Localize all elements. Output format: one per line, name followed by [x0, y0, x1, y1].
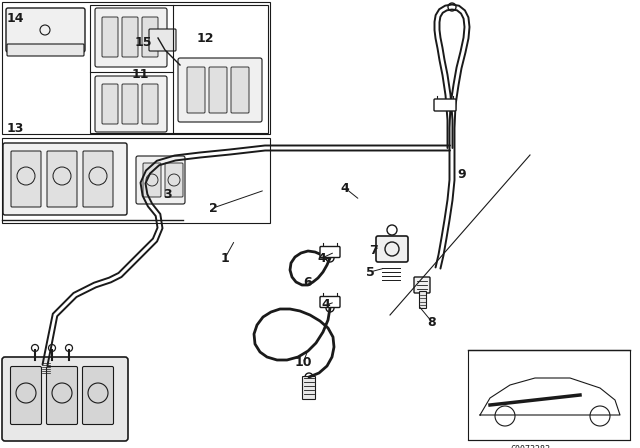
FancyBboxPatch shape	[231, 67, 249, 113]
FancyBboxPatch shape	[414, 277, 430, 293]
FancyBboxPatch shape	[320, 246, 340, 258]
Text: 10: 10	[294, 357, 312, 370]
FancyBboxPatch shape	[136, 156, 185, 204]
FancyBboxPatch shape	[122, 84, 138, 124]
Text: 11: 11	[131, 69, 148, 82]
FancyBboxPatch shape	[142, 84, 158, 124]
FancyBboxPatch shape	[303, 376, 316, 400]
Text: 7: 7	[369, 244, 378, 257]
Text: 4: 4	[340, 181, 349, 194]
Text: 5: 5	[365, 266, 374, 279]
FancyBboxPatch shape	[149, 29, 176, 51]
FancyBboxPatch shape	[2, 357, 128, 441]
FancyBboxPatch shape	[178, 58, 262, 122]
Text: 9: 9	[458, 168, 467, 181]
Text: C0073283: C0073283	[510, 445, 550, 448]
FancyBboxPatch shape	[376, 236, 408, 262]
FancyBboxPatch shape	[320, 297, 340, 307]
FancyBboxPatch shape	[10, 366, 42, 425]
Bar	[2, 2, 270, 134]
Bar	[90, 5, 268, 133]
FancyBboxPatch shape	[95, 76, 167, 132]
FancyBboxPatch shape	[143, 163, 161, 197]
FancyBboxPatch shape	[83, 366, 113, 425]
FancyBboxPatch shape	[165, 163, 183, 197]
Text: 4: 4	[317, 251, 326, 264]
Text: 1: 1	[221, 251, 229, 264]
Bar	[2, 138, 270, 223]
Text: 3: 3	[164, 189, 172, 202]
FancyBboxPatch shape	[187, 67, 205, 113]
FancyBboxPatch shape	[47, 366, 77, 425]
FancyBboxPatch shape	[47, 151, 77, 207]
Text: 15: 15	[134, 35, 152, 48]
Text: 13: 13	[6, 121, 24, 134]
FancyBboxPatch shape	[102, 17, 118, 57]
FancyBboxPatch shape	[434, 99, 456, 111]
Text: 6: 6	[304, 276, 312, 289]
FancyBboxPatch shape	[209, 67, 227, 113]
FancyBboxPatch shape	[3, 143, 127, 215]
FancyBboxPatch shape	[419, 292, 426, 309]
FancyBboxPatch shape	[102, 84, 118, 124]
FancyBboxPatch shape	[142, 17, 158, 57]
Text: 8: 8	[428, 315, 436, 328]
Text: 14: 14	[6, 12, 24, 25]
FancyBboxPatch shape	[122, 17, 138, 57]
Bar	[468, 350, 630, 440]
FancyBboxPatch shape	[83, 151, 113, 207]
Text: 12: 12	[196, 31, 214, 44]
Text: 4: 4	[322, 298, 330, 311]
FancyBboxPatch shape	[11, 151, 41, 207]
FancyBboxPatch shape	[95, 8, 167, 67]
FancyBboxPatch shape	[7, 44, 84, 56]
Text: 2: 2	[209, 202, 218, 215]
FancyBboxPatch shape	[6, 8, 85, 52]
